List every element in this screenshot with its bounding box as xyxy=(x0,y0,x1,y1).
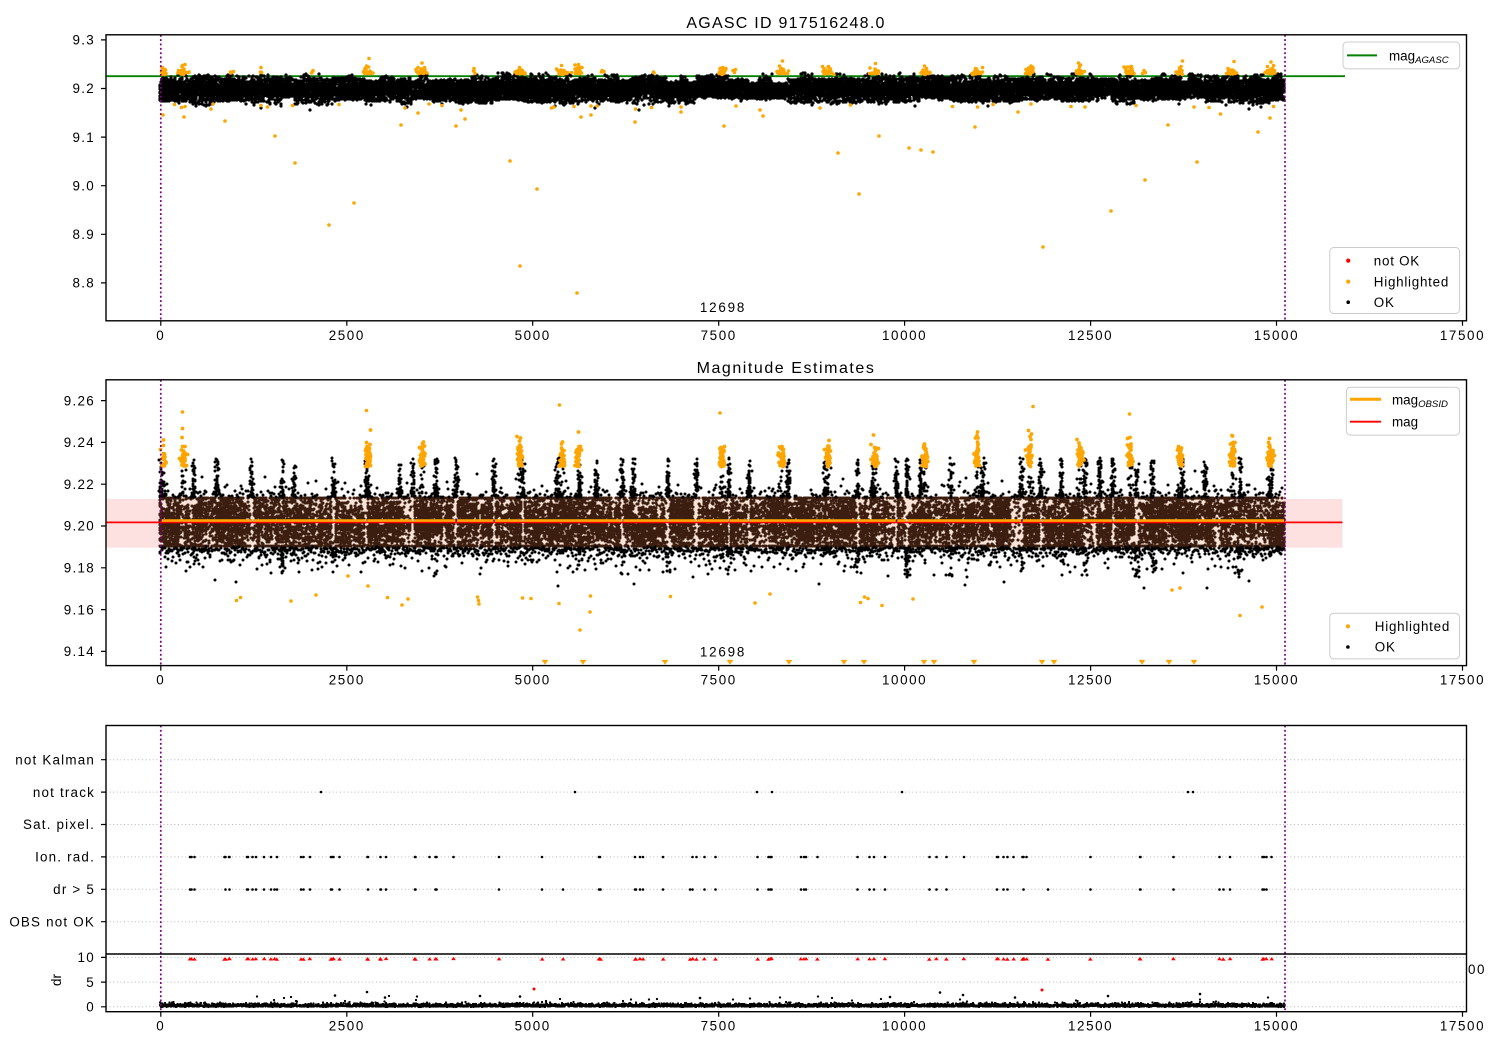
svg-text:7500: 7500 xyxy=(701,672,737,687)
svg-text:15000: 15000 xyxy=(1254,1018,1299,1033)
svg-text:15000: 15000 xyxy=(1254,672,1299,687)
svg-text:9.1: 9.1 xyxy=(72,130,95,145)
svg-text:15000: 15000 xyxy=(1254,328,1299,343)
svg-text:8.8: 8.8 xyxy=(72,276,95,291)
svg-text:Ion. rad.: Ion. rad. xyxy=(35,850,95,865)
svg-text:5: 5 xyxy=(86,975,95,990)
svg-text:2500: 2500 xyxy=(329,1018,365,1033)
svg-text:7500: 7500 xyxy=(701,1018,737,1033)
svg-text:5000: 5000 xyxy=(515,672,551,687)
svg-text:9.3: 9.3 xyxy=(72,33,95,48)
svg-text:10000: 10000 xyxy=(882,672,927,687)
svg-text:5000: 5000 xyxy=(515,1018,551,1033)
svg-text:2500: 2500 xyxy=(329,328,365,343)
svg-text:7500: 7500 xyxy=(701,328,737,343)
svg-text:10000: 10000 xyxy=(882,1018,927,1033)
svg-text:9.16: 9.16 xyxy=(64,602,95,617)
svg-text:2500: 2500 xyxy=(329,672,365,687)
svg-text:9.24: 9.24 xyxy=(64,435,95,450)
svg-text:AGASC ID 917516248.0: AGASC ID 917516248.0 xyxy=(686,15,885,32)
svg-text:OK: OK xyxy=(1375,640,1396,655)
svg-text:9.18: 9.18 xyxy=(64,561,95,576)
svg-text:9.26: 9.26 xyxy=(64,393,95,408)
svg-text:17500: 17500 xyxy=(1440,328,1485,343)
svg-text:9.0: 9.0 xyxy=(72,178,95,193)
svg-text:Sat. pixel.: Sat. pixel. xyxy=(23,817,95,832)
svg-text:12500: 12500 xyxy=(1068,672,1113,687)
svg-text:5000: 5000 xyxy=(515,328,551,343)
svg-text:Highlighted: Highlighted xyxy=(1375,619,1450,634)
svg-text:17500: 17500 xyxy=(1440,1018,1485,1033)
svg-text:10000: 10000 xyxy=(882,328,927,343)
svg-text:12500: 12500 xyxy=(1068,1018,1113,1033)
svg-text:Magnitude Estimates: Magnitude Estimates xyxy=(697,360,876,377)
svg-text:8.9: 8.9 xyxy=(72,227,95,242)
svg-text:not track: not track xyxy=(33,785,95,800)
svg-text:not OK: not OK xyxy=(1374,253,1420,268)
svg-text:9.2: 9.2 xyxy=(72,81,95,96)
svg-text:0: 0 xyxy=(156,328,165,343)
svg-text:dr: dr xyxy=(49,974,64,986)
svg-text:9.14: 9.14 xyxy=(64,644,95,659)
svg-text:dr > 5: dr > 5 xyxy=(53,882,95,897)
svg-text:9.20: 9.20 xyxy=(64,519,95,534)
svg-text:17500: 17500 xyxy=(1440,672,1485,687)
svg-text:9.22: 9.22 xyxy=(64,477,95,492)
svg-text:00: 00 xyxy=(1468,962,1486,977)
svg-text:0: 0 xyxy=(156,672,165,687)
svg-text:12500: 12500 xyxy=(1068,328,1113,343)
svg-text:12698: 12698 xyxy=(700,300,746,315)
svg-text:10: 10 xyxy=(78,950,96,965)
svg-text:12698: 12698 xyxy=(700,645,746,660)
svg-text:0: 0 xyxy=(156,1018,165,1033)
svg-text:OK: OK xyxy=(1374,295,1395,310)
svg-text:Highlighted: Highlighted xyxy=(1374,274,1449,289)
svg-text:0: 0 xyxy=(86,1000,95,1015)
svg-text:mag: mag xyxy=(1392,414,1418,429)
svg-text:not Kalman: not Kalman xyxy=(15,752,95,767)
svg-text:OBS not OK: OBS not OK xyxy=(9,914,95,929)
